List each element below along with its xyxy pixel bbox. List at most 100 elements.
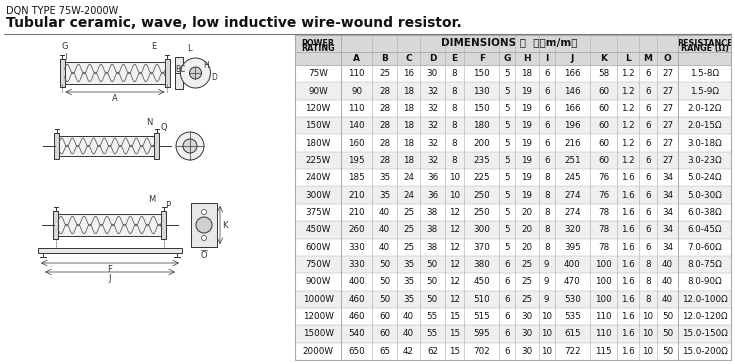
- Text: 19: 19: [522, 121, 532, 130]
- Text: 150W: 150W: [305, 121, 331, 130]
- Text: 460: 460: [348, 295, 365, 304]
- Text: 6: 6: [645, 139, 650, 147]
- Text: 18: 18: [403, 87, 414, 95]
- Text: 25: 25: [521, 295, 533, 304]
- Bar: [295, 35, 731, 52]
- Text: 27: 27: [662, 121, 673, 130]
- Text: 510: 510: [473, 295, 490, 304]
- Text: 1500W: 1500W: [303, 329, 334, 339]
- Text: A: A: [112, 94, 118, 103]
- Text: 150: 150: [473, 104, 490, 113]
- Text: 9: 9: [544, 260, 550, 269]
- Bar: [165, 59, 170, 87]
- Text: 300: 300: [473, 225, 490, 234]
- Text: 1.2: 1.2: [621, 121, 635, 130]
- Text: C: C: [180, 66, 185, 75]
- Text: 702: 702: [473, 347, 490, 356]
- Text: 8: 8: [544, 225, 550, 234]
- Text: 30: 30: [521, 312, 533, 321]
- Text: 90: 90: [351, 87, 362, 95]
- Text: O: O: [664, 54, 672, 63]
- Text: 395: 395: [564, 243, 581, 252]
- Text: 160: 160: [348, 139, 365, 147]
- Text: 58: 58: [598, 69, 609, 78]
- Text: 15: 15: [449, 347, 460, 356]
- Text: 251: 251: [564, 156, 581, 165]
- Text: 6: 6: [645, 121, 650, 130]
- Bar: [162, 211, 167, 239]
- Text: 6: 6: [645, 87, 650, 95]
- Text: 6.0-45Ω: 6.0-45Ω: [687, 225, 722, 234]
- Text: 8: 8: [452, 156, 457, 165]
- Text: 6: 6: [645, 191, 650, 199]
- Text: 50: 50: [427, 260, 438, 269]
- Bar: [295, 152, 731, 169]
- Text: 2000W: 2000W: [303, 347, 334, 356]
- Text: 10: 10: [541, 312, 552, 321]
- Text: 15.0-150Ω: 15.0-150Ω: [682, 329, 728, 339]
- Text: 8.0-75Ω: 8.0-75Ω: [687, 260, 722, 269]
- Text: 8: 8: [452, 139, 457, 147]
- Text: H: H: [204, 60, 209, 70]
- Text: J: J: [570, 54, 574, 63]
- Bar: [295, 35, 731, 360]
- Bar: [54, 133, 60, 159]
- Text: 1.2: 1.2: [621, 139, 635, 147]
- Text: P: P: [165, 201, 170, 210]
- Text: 6.0-38Ω: 6.0-38Ω: [687, 208, 722, 217]
- Text: 196: 196: [564, 121, 581, 130]
- Text: 225: 225: [473, 173, 490, 182]
- Text: 235: 235: [473, 156, 490, 165]
- Text: 27: 27: [662, 104, 673, 113]
- Text: 19: 19: [522, 173, 532, 182]
- Text: 5: 5: [504, 191, 510, 199]
- Text: 6: 6: [645, 225, 650, 234]
- Text: 34: 34: [662, 243, 673, 252]
- Text: 200: 200: [473, 139, 490, 147]
- Text: 10: 10: [541, 329, 552, 339]
- Text: 8.0-90Ω: 8.0-90Ω: [687, 277, 722, 286]
- Text: 1.6: 1.6: [621, 260, 635, 269]
- Text: 5: 5: [504, 225, 510, 234]
- Text: 5: 5: [504, 139, 510, 147]
- Text: 28: 28: [379, 156, 390, 165]
- Bar: [295, 290, 731, 308]
- Text: 12.0-100Ω: 12.0-100Ω: [682, 295, 728, 304]
- Text: O: O: [201, 251, 207, 260]
- Text: 12: 12: [449, 277, 460, 286]
- Text: 5: 5: [504, 69, 510, 78]
- Text: 5: 5: [504, 156, 510, 165]
- Text: 540: 540: [348, 329, 365, 339]
- Text: 28: 28: [379, 139, 390, 147]
- Text: 28: 28: [379, 104, 390, 113]
- Text: 110: 110: [348, 104, 365, 113]
- Text: 6: 6: [645, 208, 650, 217]
- Text: 12: 12: [449, 243, 460, 252]
- Text: 25: 25: [521, 260, 533, 269]
- Text: 210: 210: [348, 191, 365, 199]
- Text: 1.6: 1.6: [621, 191, 635, 199]
- Text: 8: 8: [544, 191, 550, 199]
- Text: 78: 78: [598, 225, 609, 234]
- Text: 19: 19: [522, 104, 532, 113]
- Text: K: K: [222, 221, 228, 229]
- Text: 40: 40: [662, 295, 673, 304]
- Bar: [295, 325, 731, 343]
- Text: 260: 260: [348, 225, 365, 234]
- Text: 9: 9: [544, 277, 550, 286]
- Text: 6: 6: [504, 295, 510, 304]
- Text: 300W: 300W: [305, 191, 331, 199]
- Text: 25: 25: [403, 208, 414, 217]
- Text: 1.5-8Ω: 1.5-8Ω: [690, 69, 720, 78]
- Text: 130: 130: [473, 87, 490, 95]
- Bar: [57, 136, 157, 156]
- Text: 320: 320: [564, 225, 581, 234]
- Text: 18: 18: [403, 156, 414, 165]
- Text: H: H: [523, 54, 531, 63]
- Text: 6: 6: [645, 156, 650, 165]
- Circle shape: [201, 210, 207, 214]
- Text: 515: 515: [473, 312, 490, 321]
- Text: 6: 6: [645, 173, 650, 182]
- Text: 5: 5: [504, 121, 510, 130]
- Text: 15: 15: [449, 329, 460, 339]
